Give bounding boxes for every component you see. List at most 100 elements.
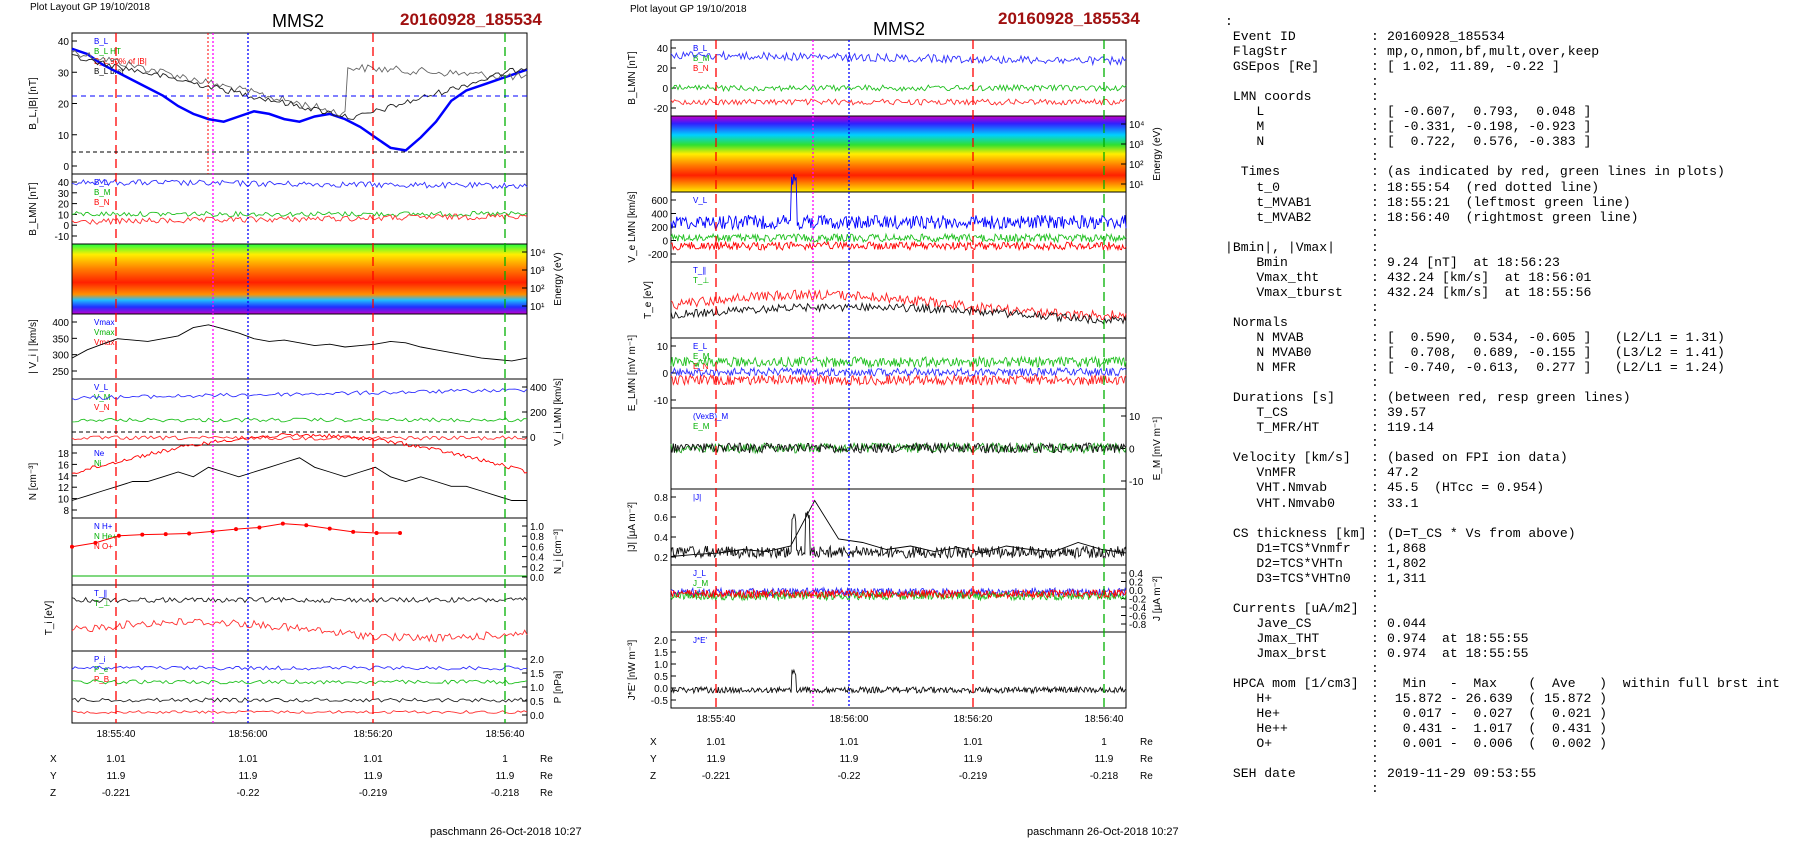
info-row: :	[1225, 74, 1795, 89]
info-row: Jmax_THT:0.974 at 18:55:55	[1225, 631, 1795, 646]
position-unit: Re	[540, 788, 553, 799]
y-tick-label: 12	[58, 483, 70, 494]
info-value: 18:56:40 (rightmost green line)	[1387, 209, 1639, 225]
info-value: [ -0.331, -0.198, -0.923 ]	[1387, 119, 1592, 135]
y-tick-label-right: 0.0	[530, 711, 544, 722]
info-key: Currents [uA/m2]	[1225, 600, 1359, 616]
info-value: 0.974 at 18:55:55	[1387, 630, 1529, 646]
info-value	[1387, 74, 1795, 89]
series-trace	[670, 232, 1127, 244]
y-tick-label: 400	[52, 318, 69, 329]
legend-entry: N O+	[94, 542, 113, 551]
right-panel-je	[670, 631, 1127, 709]
event-summary-table: : Event ID:20160928_185534 FlagStr: mp,o,…	[1225, 14, 1795, 796]
info-colon: :	[1371, 179, 1379, 195]
info-value: 0.017 - 0.027 ( 0.021 )	[1387, 706, 1608, 722]
info-colon: :	[1371, 314, 1379, 330]
info-row: LMN coords:	[1225, 89, 1795, 104]
y-tick-label: 14	[58, 472, 70, 483]
info-row: SEH date:2019-11-29 09:53:55	[1225, 766, 1795, 781]
info-row: VnMFR:47.2	[1225, 465, 1795, 480]
series-trace	[670, 98, 1126, 106]
series-trace	[670, 373, 1127, 387]
info-row: :	[1225, 300, 1795, 315]
info-row: D1=TCS*Vnmfr:1,868	[1225, 541, 1795, 556]
legend-entry: N He+	[94, 532, 117, 541]
legend-entry: B_L	[94, 37, 109, 46]
right-footer: paschmann 26-Oct-2018 10:27	[1027, 826, 1179, 838]
legend-entry: J_M	[693, 579, 708, 588]
info-value: 1,311	[1387, 570, 1427, 586]
y-tick-label-right: 0.0	[1129, 586, 1143, 597]
info-key	[1225, 751, 1371, 766]
y-tick-label-right: 400	[530, 383, 547, 394]
info-key: VnMFR	[1225, 465, 1296, 481]
info-value	[1387, 751, 1795, 766]
y-axis-label: T_e [eV]	[643, 281, 654, 319]
info-colon: :	[1371, 676, 1379, 692]
position-value: 1.01	[839, 737, 859, 748]
y-tick-label-right: 2.0	[530, 655, 544, 666]
info-key: He+	[1225, 706, 1281, 722]
legend-entry: B_N	[94, 198, 110, 207]
y-tick-label-right: 10²	[1129, 160, 1144, 171]
info-key: Event ID	[1225, 29, 1296, 45]
info-key: Normals	[1225, 314, 1288, 330]
info-key: D2=TCS*VHTn	[1225, 555, 1343, 571]
y-tick-label: 30	[58, 68, 70, 79]
info-key: H+	[1225, 691, 1273, 707]
series-trace	[670, 301, 1127, 325]
series-trace	[670, 83, 1127, 93]
y-tick-label-right: 200	[530, 408, 547, 419]
info-colon: :	[1371, 254, 1379, 270]
y-tick-label: 1.5	[654, 648, 668, 659]
y-axis-label: B_LMN [nT]	[627, 51, 638, 105]
info-colon	[1371, 14, 1387, 29]
info-colon: :	[1371, 450, 1379, 466]
position-value: -0.219	[959, 771, 988, 782]
info-row: :	[1225, 435, 1795, 450]
y-tick-label-right: 0.2	[530, 563, 544, 574]
info-row: t_0:18:55:54 (red dotted line)	[1225, 180, 1795, 195]
y-tick-label: -20	[654, 104, 669, 115]
legend-entry: E_M	[693, 352, 710, 361]
position-value: -0.218	[491, 788, 520, 799]
y-tick-label: 1.0	[654, 660, 668, 671]
info-row: O+: 0.001 - 0.006 ( 0.002 )	[1225, 736, 1795, 751]
y-axis-label: V_i LMN [km/s]	[553, 378, 564, 446]
info-value: 0.001 - 0.006 ( 0.002 )	[1387, 736, 1608, 752]
y-tick-label-right: 0.0	[530, 573, 544, 584]
y-tick-label: 250	[52, 367, 69, 378]
position-value: -0.221	[102, 788, 131, 799]
right-position-table: X 1.01 1.01 1.01 1 Re Y 11.9 11.9 11.9 11.9 Re Z -0.2…	[650, 737, 1153, 782]
info-colon: :	[1371, 630, 1379, 646]
position-value: 1.01	[106, 754, 126, 765]
info-key: HPCA mom [1/cm3]	[1225, 676, 1359, 692]
info-key: t_0	[1225, 179, 1281, 195]
series-trace	[71, 617, 528, 643]
position-unit: Re	[540, 754, 553, 765]
info-colon: :	[1371, 345, 1379, 361]
info-key: N MFR	[1225, 360, 1296, 376]
info-row: He++: 0.431 - 1.017 ( 0.431 )	[1225, 721, 1795, 736]
info-value	[1387, 586, 1795, 601]
position-value: 1	[1101, 737, 1107, 748]
legend-entry: V_L	[693, 196, 708, 205]
info-colon: :	[1371, 721, 1379, 737]
right-plot: Plot layout GP 19/10/2018 MMS2 20160928_…	[627, 4, 1179, 838]
info-colon: :	[1371, 751, 1379, 767]
info-value	[1387, 375, 1795, 390]
series-trace	[71, 417, 528, 423]
position-value: 1	[502, 754, 508, 765]
legend-entry: Vmax	[94, 338, 114, 347]
info-value: [ 1.02, 11.89, -0.22 ]	[1387, 59, 1560, 75]
info-colon: :	[1371, 600, 1379, 616]
info-value: 0.974 at 18:55:55	[1387, 645, 1529, 661]
info-colon: :	[1371, 284, 1379, 300]
info-key: He++	[1225, 721, 1288, 737]
info-colon: :	[1371, 119, 1379, 135]
series-trace	[71, 49, 528, 118]
info-value	[1387, 149, 1795, 164]
series-trace	[670, 588, 1127, 600]
info-colon: :	[1371, 375, 1379, 391]
